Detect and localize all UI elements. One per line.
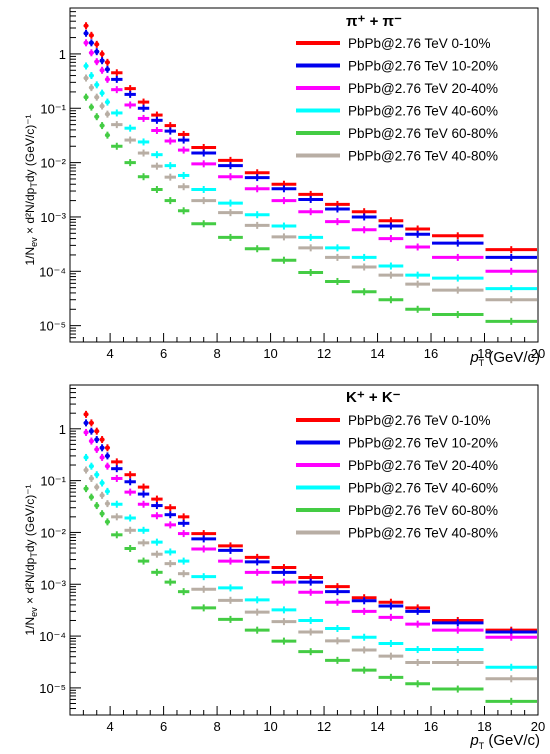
legend-item: PbPb@2.76 TeV 20-40%: [296, 81, 498, 96]
x-tick-label: 4: [106, 719, 113, 734]
legend-item: PbPb@2.76 TeV 0-10%: [296, 36, 491, 51]
x-axis-label: pT (GeV/c): [469, 732, 540, 751]
legend-label: PbPb@2.76 TeV 0-10%: [348, 36, 491, 51]
legend-label: PbPb@2.76 TeV 40-80%: [348, 149, 498, 164]
x-tick-label: 14: [370, 346, 384, 361]
x-tick-label: 20: [531, 346, 545, 361]
legend: PbPb@2.76 TeV 0-10% PbPb@2.76 TeV 10-20% P…: [296, 36, 498, 164]
x-tick-label: 8: [213, 719, 220, 734]
chart-title: π⁺ + π⁻: [346, 13, 402, 30]
y-tick-label: 10⁻²: [40, 525, 66, 540]
y-tick-label: 1: [59, 47, 66, 62]
chart-title: K⁺ + K⁻: [346, 389, 401, 406]
series-5: [83, 74, 537, 304]
y-tick-label: 10⁻¹: [40, 474, 66, 489]
legend-item: PbPb@2.76 TeV 40-60%: [296, 104, 498, 119]
series-0: [83, 410, 537, 634]
series-5: [83, 466, 537, 683]
y-axis-label: 1/Nev × d²N/dpTdy (GeV/c)⁻¹: [23, 484, 39, 635]
x-tick-label: 14: [370, 719, 384, 734]
x-tick-label: 16: [424, 346, 438, 361]
legend-label: PbPb@2.76 TeV 10-20%: [348, 59, 498, 74]
x-tick-label: 20: [531, 719, 545, 734]
svg-text:1/Nev × d²N/dpTdy (GeV/c)⁻¹: 1/Nev × d²N/dpTdy (GeV/c)⁻¹: [23, 114, 39, 265]
x-tick-label: 8: [213, 346, 220, 361]
series-2: [83, 39, 537, 275]
legend-label: PbPb@2.76 TeV 60-80%: [348, 126, 498, 141]
x-tick-label: 10: [263, 346, 277, 361]
series-4: [83, 485, 537, 705]
x-tick-label: 18: [477, 719, 491, 734]
series-0: [83, 22, 537, 254]
series-1: [83, 419, 537, 636]
data-points-layer: [83, 22, 537, 325]
legend-label: PbPb@2.76 TeV 10-20%: [348, 436, 498, 451]
legend-item: PbPb@2.76 TeV 10-20%: [296, 59, 498, 74]
y-tick-label: 10⁻⁵: [39, 681, 66, 696]
legend-item: PbPb@2.76 TeV 0-10%: [296, 413, 491, 428]
series-1: [83, 29, 537, 261]
legend-item: PbPb@2.76 TeV 40-60%: [296, 481, 498, 496]
legend-label: PbPb@2.76 TeV 20-40%: [348, 81, 498, 96]
x-tick-label: 12: [317, 346, 331, 361]
x-axis-label: pT (GeV/c): [469, 349, 540, 368]
y-tick-label: 10⁻²: [40, 156, 66, 171]
x-tick-label: 6: [160, 719, 167, 734]
legend-label: PbPb@2.76 TeV 40-60%: [348, 481, 498, 496]
y-tick-label: 10⁻¹: [40, 101, 66, 116]
legend: PbPb@2.76 TeV 0-10% PbPb@2.76 TeV 10-20% P…: [296, 413, 498, 541]
legend-label: PbPb@2.76 TeV 20-40%: [348, 458, 498, 473]
svg-text:1/Nev × d²N/dpTdy (GeV/c)⁻¹: 1/Nev × d²N/dpTdy (GeV/c)⁻¹: [23, 484, 39, 635]
legend-item: PbPb@2.76 TeV 60-80%: [296, 126, 498, 141]
series-2: [83, 428, 537, 641]
legend-label: PbPb@2.76 TeV 60-80%: [348, 503, 498, 518]
legend-item: PbPb@2.76 TeV 10-20%: [296, 436, 498, 451]
y-tick-label: 10⁻⁵: [39, 319, 66, 334]
y-tick-label: 10⁻⁴: [39, 264, 66, 279]
plot-frame: [69, 384, 539, 716]
legend-item: PbPb@2.76 TeV 20-40%: [296, 458, 498, 473]
y-tick-label: 10⁻³: [40, 577, 66, 592]
x-tick-label: 10: [263, 719, 277, 734]
y-tick-label: 1: [59, 422, 66, 437]
series-3: [83, 453, 537, 671]
ticks-layer: 4 6 8 10 12 14 16 18 20 1 10⁻¹ 10⁻² 10⁻³ 10⁻⁴ 10⁻⁵: [39, 7, 545, 361]
legend-item: PbPb@2.76 TeV 60-80%: [296, 503, 498, 518]
pion-panel: 4 6 8 10 12 14 16 18 20 1 10⁻¹ 10⁻² 10⁻³ 10⁻⁴ 10⁻⁵ PbP…: [23, 7, 545, 368]
data-points-layer: [83, 410, 537, 705]
y-tick-label: 10⁻⁴: [39, 629, 66, 644]
y-axis-label: 1/Nev × d²N/dpTdy (GeV/c)⁻¹: [23, 114, 39, 265]
x-tick-label: 4: [106, 346, 113, 361]
ticks-layer: 4 6 8 10 12 14 16 18 20 1 10⁻¹ 10⁻² 10⁻³ 10⁻⁴ 10⁻⁵: [39, 384, 545, 734]
x-tick-label: 16: [424, 719, 438, 734]
legend-label: PbPb@2.76 TeV 40-80%: [348, 526, 498, 541]
x-tick-label: 12: [317, 719, 331, 734]
x-tick-label: 6: [160, 346, 167, 361]
legend-label: PbPb@2.76 TeV 0-10%: [348, 413, 491, 428]
legend-label: PbPb@2.76 TeV 40-60%: [348, 104, 498, 119]
legend-item: PbPb@2.76 TeV 40-80%: [296, 526, 498, 541]
legend-item: PbPb@2.76 TeV 40-80%: [296, 149, 498, 164]
series-3: [83, 62, 537, 293]
kaon-panel: 4 6 8 10 12 14 16 18 20 1 10⁻¹ 10⁻² 10⁻³ 10⁻⁴ 10⁻⁵ PbP…: [23, 384, 545, 751]
y-tick-label: 10⁻³: [40, 210, 66, 225]
x-tick-label: 18: [477, 346, 491, 361]
series-4: [83, 93, 537, 325]
